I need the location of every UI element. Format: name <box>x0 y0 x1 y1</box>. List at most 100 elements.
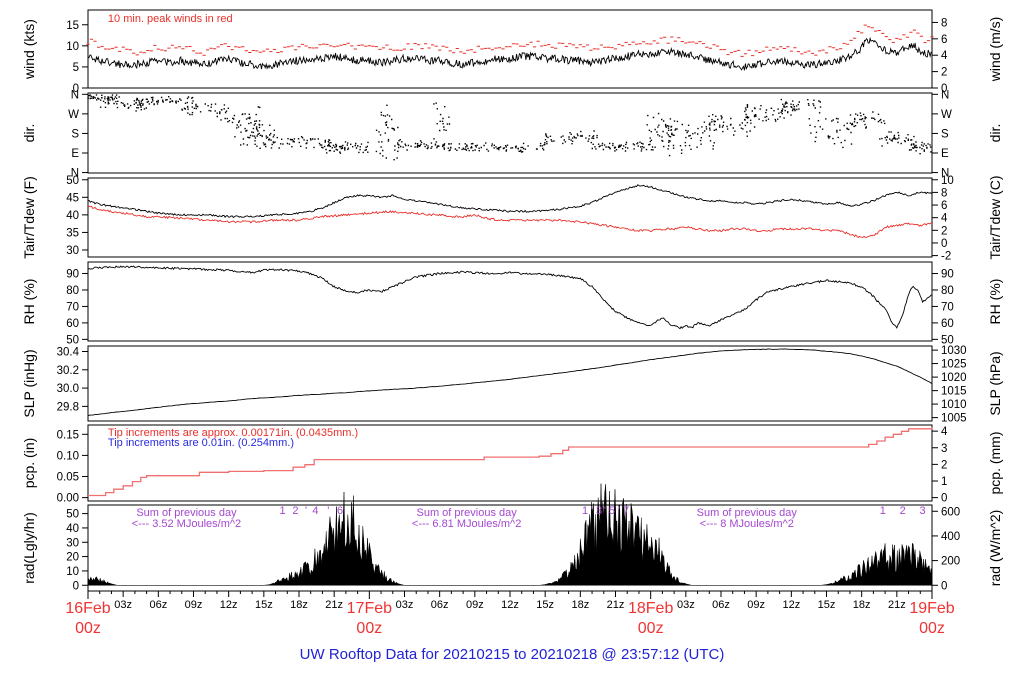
axis-title-right-dir: dir. <box>987 124 1003 143</box>
x-day-label: 18Feb <box>628 600 673 617</box>
ytick-label-left: 29.8 <box>57 401 79 413</box>
ytick-label-right: 0 <box>941 83 947 95</box>
ytick-label-right: 200 <box>941 556 960 568</box>
panel-box-pcp <box>87 424 933 502</box>
x-hour-label: 09z <box>185 599 203 611</box>
x-hour-label: 15z <box>255 599 273 611</box>
series-wind-peak <box>86 24 934 57</box>
rad-mjoule-marker: 1 <box>582 505 588 517</box>
rad-mjoule-marker: 2 <box>292 505 298 517</box>
x-day-label-hour: 00z <box>356 620 382 637</box>
x-hour-label: 06z <box>431 599 449 611</box>
ytick-label-right: 2 <box>941 459 947 471</box>
panel-rh: 50 60 70 80 90 50 60 70 80 90 RH (%) RH (%) <box>21 261 1003 346</box>
ytick-label-left: 10 <box>66 566 79 578</box>
ytick-label-right: 600 <box>941 506 960 518</box>
axis-title-left-tair: Tair/Tdew (F) <box>21 176 37 258</box>
rad-mjoule-marker: ' <box>604 505 606 517</box>
ytick-label-left: 50 <box>66 175 79 187</box>
ytick-label-left: 20 <box>66 552 79 564</box>
rad-mjoule-marker: ' <box>327 505 329 517</box>
ytick-label-left: 90 <box>66 269 79 281</box>
ytick-label-right: 90 <box>941 269 954 281</box>
axis-title-right-pcp: pcp. (mm) <box>987 432 1003 495</box>
x-hour-label: 21z <box>888 599 906 611</box>
ytick-label-left: 50 <box>66 509 79 521</box>
ytick-label-left: 40 <box>66 523 79 535</box>
x-hour-label: 12z <box>782 599 800 611</box>
x-hour-label: 09z <box>466 599 484 611</box>
x-hour-label: 06z <box>712 599 730 611</box>
ytick-label-right: 6 <box>941 200 947 212</box>
x-hour-label: 15z <box>536 599 554 611</box>
annotation-rad-2: Sum of previous day <box>416 507 517 519</box>
ytick-label-right: 1005 <box>941 413 967 425</box>
rad-mjoule-marker: 6 <box>337 505 343 517</box>
ytick-label-left: 40 <box>66 210 79 222</box>
annotation-rad-4: Sum of previous day <box>697 507 798 519</box>
ytick-label-right: 4 <box>941 213 948 225</box>
axis-title-right-rad: rad (W/m^2) <box>987 510 1003 587</box>
axis-title-left-rad: rad(Lgly/hr) <box>21 512 37 584</box>
series-pcp-cumulative <box>88 427 933 497</box>
ytick-label-right: 0 <box>941 580 947 592</box>
rad-mjoule-marker: 2 <box>900 505 906 517</box>
panel-box-dir <box>87 92 933 174</box>
ytick-label-left: 0.10 <box>57 450 79 462</box>
ytick-label-right: 1025 <box>941 359 967 371</box>
ytick-label-right: 3 <box>941 443 947 455</box>
ytick-label-left: 45 <box>66 192 79 204</box>
axis-title-right-tair: Tair/Tdew (C) <box>987 175 1003 259</box>
ytick-label-right: 10 <box>941 175 954 187</box>
ytick-label-right: 0 <box>941 493 947 505</box>
ytick-label-right: 60 <box>941 318 954 330</box>
ytick-label-left: 15 <box>66 20 79 32</box>
ytick-label-right: 4 <box>941 426 948 438</box>
ytick-label-left: N <box>71 168 79 180</box>
x-hour-label: 18z <box>290 599 308 611</box>
series-rh <box>87 265 933 330</box>
ytick-label-left: E <box>71 148 79 160</box>
series-wind-avg <box>87 36 933 71</box>
ytick-label-right: N <box>941 168 949 180</box>
series-tdew <box>87 204 933 239</box>
panel-box-slp <box>87 345 933 422</box>
rad-mjoule-marker: ' <box>618 505 620 517</box>
ytick-label-right: 4 <box>941 50 948 62</box>
panel-box-rh <box>87 261 933 342</box>
annotation-rad-1: <--- 3.52 MJoules/m^2 <box>132 518 241 530</box>
axis-title-left-wind: wind (kts) <box>21 19 37 80</box>
x-day-label-hour: 00z <box>919 620 945 637</box>
ytick-label-left: 0.15 <box>57 429 79 441</box>
rad-mjoule-marker: ' <box>591 505 593 517</box>
x-hour-label: 06z <box>149 599 167 611</box>
rad-mjoule-marker: 1 <box>880 505 886 517</box>
series-wind-direction-dots <box>87 94 932 161</box>
x-day-label-hour: 00z <box>75 620 101 637</box>
ytick-label-right: 1010 <box>941 399 967 411</box>
ytick-label-left: 0 <box>73 580 79 592</box>
x-hour-label: 18z <box>571 599 589 611</box>
axis-title-right-rh: RH (%) <box>987 279 1003 325</box>
panel-box-wind <box>87 9 933 89</box>
annotation-rad-3: <--- 6.81 MJoules/m^2 <box>412 518 521 530</box>
ytick-label-right: 2 <box>941 67 947 79</box>
x-day-label: 19Feb <box>909 600 954 617</box>
ytick-label-left: N <box>71 89 79 101</box>
axis-title-right-wind: wind (m/s) <box>987 17 1003 83</box>
ytick-label-left: 80 <box>66 285 79 297</box>
x-hour-label: 21z <box>325 599 343 611</box>
ytick-label-right: 70 <box>941 301 954 313</box>
rad-mjoule-marker: ' <box>305 505 307 517</box>
x-hour-label: 21z <box>607 599 625 611</box>
ytick-label-right: N <box>941 89 949 101</box>
ytick-label-left: 30 <box>66 537 79 549</box>
ytick-label-right: 1015 <box>941 386 967 398</box>
ytick-label-right: 1 <box>941 476 947 488</box>
ytick-label-left: 35 <box>66 227 79 239</box>
axis-title-left-dir: dir. <box>21 124 37 143</box>
